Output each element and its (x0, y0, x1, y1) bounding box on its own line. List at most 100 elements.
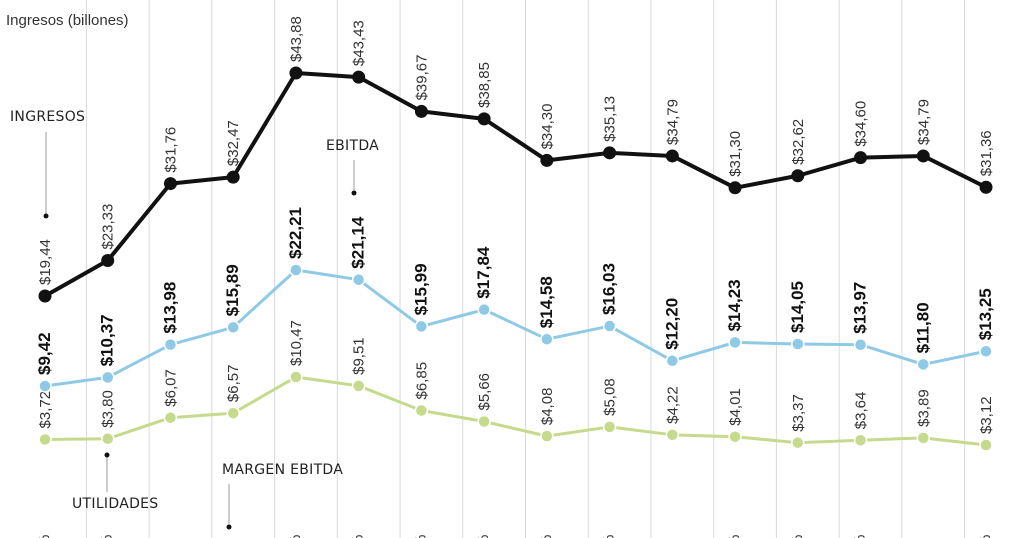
data-label-utilidades: $6,57 (225, 365, 242, 403)
point-ebitda (100, 370, 115, 385)
percent-label: % (412, 535, 429, 538)
point-ingresos (414, 104, 428, 118)
data-label-utilidades: $4,08 (539, 388, 556, 426)
data-label-ingresos: $34,30 (539, 104, 556, 150)
utilidades-annotation: UTILIDADES (72, 496, 158, 512)
point-utilidades (853, 433, 868, 447)
data-label-ingresos: $34,79 (915, 99, 932, 145)
point-ingresos (603, 146, 617, 160)
point-ebitda (226, 320, 240, 335)
point-ebitda (979, 344, 993, 359)
data-label-utilidades: $3,12 (978, 396, 995, 434)
point-utilidades (289, 370, 303, 384)
data-label-ebitda: $13,25 (976, 288, 995, 340)
data-label-utilidades: $3,80 (100, 390, 117, 428)
data-label-utilidades: $3,72 (37, 391, 54, 429)
point-ebitda (791, 337, 805, 351)
point-ingresos (38, 289, 52, 303)
point-utilidades (665, 428, 680, 442)
data-label-ebitda: $10,37 (98, 314, 117, 366)
data-label-ebitda: $15,99 (411, 263, 430, 315)
data-label-ingresos: $39,67 (413, 55, 430, 101)
data-label-ebitda: $11,80 (913, 302, 932, 353)
ebitda-annotation: EBITDA (326, 138, 379, 154)
data-label-ebitda: $12,20 (662, 298, 681, 350)
point-ingresos (226, 170, 240, 184)
data-label-utilidades: $6,85 (413, 362, 430, 400)
series-line-ingresos (44, 71, 987, 298)
utilidades-annotation-dot (104, 452, 110, 458)
data-label-utilidades: $3,64 (853, 392, 870, 430)
data-label-ebitda: $16,03 (600, 263, 619, 315)
point-ingresos (728, 181, 742, 195)
point-ingresos (352, 70, 366, 84)
data-label-ebitda: $13,97 (851, 282, 870, 334)
point-ebitda (351, 272, 366, 287)
data-labels: $19,44 $23,33 $31,76 $32,47 $43,88 $43,43 $39,… (35, 16, 995, 434)
ingresos-annotation: INGRESOS (10, 109, 85, 125)
point-ingresos (540, 153, 554, 167)
margen-ebitda-annotation: MARGEN EBITDA (222, 462, 343, 478)
percent-row: %%%%%%%%%%%% (36, 535, 994, 538)
data-label-ebitda: $13,98 (160, 282, 179, 334)
data-label-ingresos: $19,44 (37, 239, 54, 285)
data-label-ebitda: $14,58 (537, 276, 556, 328)
point-ebitda (602, 319, 617, 333)
data-label-ingresos: $31,30 (727, 131, 744, 177)
point-ingresos (791, 169, 805, 183)
point-ingresos (163, 177, 177, 191)
point-utilidades (477, 414, 491, 429)
point-utilidades (163, 410, 178, 425)
point-ebitda (289, 263, 303, 277)
point-utilidades (540, 429, 554, 443)
data-label-ebitda: $17,84 (474, 246, 493, 299)
data-label-ingresos: $32,62 (790, 119, 807, 165)
percent-label: % (350, 535, 367, 538)
point-utilidades (226, 406, 240, 420)
margen-ebitda-annotation-dot (226, 524, 232, 530)
data-label-ebitda: $22,21 (286, 207, 305, 259)
percent-label: % (726, 535, 743, 538)
point-ingresos (916, 149, 930, 163)
data-label-utilidades: $4,22 (664, 386, 681, 424)
data-label-ebitda: $9,42 (35, 332, 54, 375)
data-label-utilidades: $5,66 (476, 373, 493, 411)
percent-label: % (538, 535, 555, 538)
ebitda-annotation-dot (351, 190, 357, 196)
point-ingresos (979, 180, 993, 194)
data-label-utilidades: $4,01 (727, 388, 744, 426)
data-label-ebitda: $21,14 (349, 216, 368, 269)
point-utilidades (916, 431, 931, 445)
point-ingresos (289, 66, 303, 80)
data-label-ingresos: $31,36 (978, 130, 995, 176)
point-ingresos (854, 151, 868, 165)
point-ingresos (665, 149, 679, 163)
data-label-utilidades: $5,08 (602, 378, 619, 416)
point-ebitda (540, 332, 554, 346)
point-utilidades (728, 430, 742, 444)
series-markers (38, 66, 993, 452)
point-ingresos (477, 112, 491, 126)
percent-label: % (475, 535, 492, 538)
data-label-ebitda: $14,23 (725, 279, 744, 331)
point-ebitda (38, 379, 52, 393)
percent-label: % (977, 535, 994, 538)
data-label-ingresos: $43,88 (288, 16, 305, 62)
point-ebitda (414, 319, 429, 334)
point-ebitda (477, 302, 491, 317)
data-label-utilidades: $9,51 (351, 337, 368, 375)
point-ebitda (916, 357, 931, 372)
data-label-ingresos: $43,43 (351, 20, 368, 66)
percent-label: % (789, 535, 806, 538)
point-utilidades (979, 438, 993, 452)
percent-label: % (99, 535, 116, 538)
point-utilidades (38, 432, 52, 447)
data-label-ingresos: $34,60 (853, 101, 870, 147)
data-label-utilidades: $3,89 (915, 389, 932, 427)
point-utilidades (602, 420, 617, 434)
point-ebitda (665, 354, 680, 368)
data-label-utilidades: $6,07 (162, 369, 179, 407)
series-line-ebitda (44, 268, 987, 388)
data-label-utilidades: $10,47 (288, 320, 305, 366)
